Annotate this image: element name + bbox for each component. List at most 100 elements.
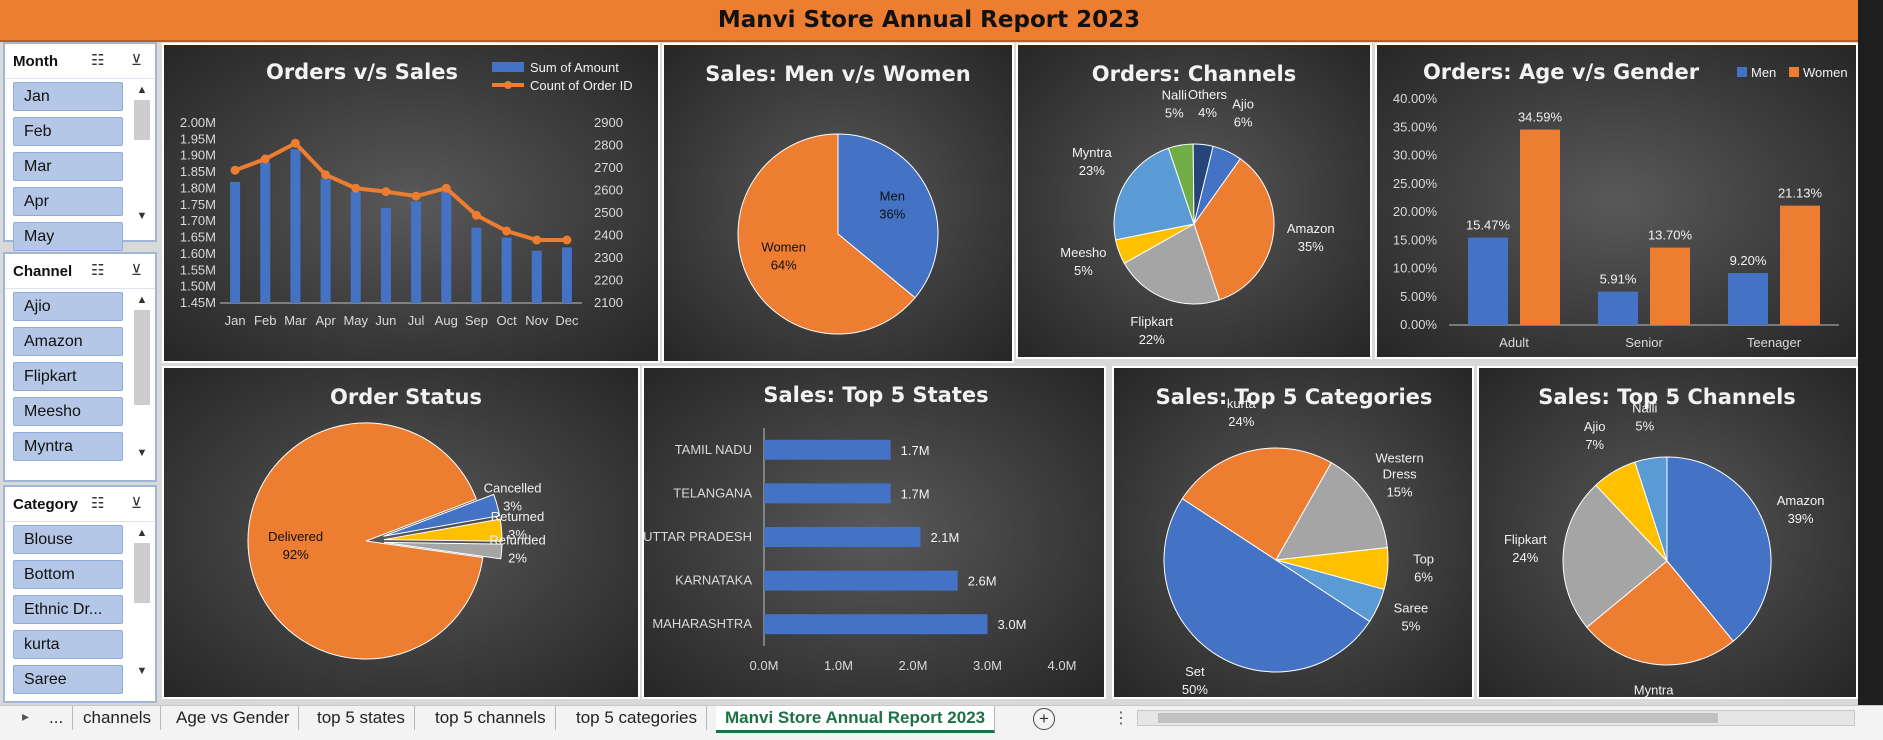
tab-more[interactable]: ... [40,706,74,730]
category-slicer-item[interactable]: kurta [13,630,123,659]
pie-label: Top [1413,551,1434,566]
left-axis-tick: 1.75M [180,197,216,212]
channel-slicer-item[interactable]: Meesho [13,397,123,426]
scroll-thumb[interactable] [134,543,150,603]
pie-label: Set [1185,664,1205,679]
left-axis-tick: 1.85M [180,164,216,179]
bar [471,227,482,303]
channel-slicer-scrollbar[interactable]: ▲ ▼ [134,292,150,461]
month-slicer-scrollbar[interactable]: ▲ ▼ [134,82,150,224]
category-slicer-item[interactable]: Ethnic Dr... [13,595,123,624]
data-label: 9.20% [1730,253,1767,268]
top-channels-chart[interactable]: Sales: Top 5 ChannelsAmazon39%Myntra25%F… [1477,366,1858,699]
clear-filter-icon[interactable]: ⊻ [131,52,142,69]
chevron-down-icon[interactable]: ▼ [136,447,148,459]
chevron-down-icon[interactable]: ▼ [136,210,148,222]
orders-sales-chart[interactable]: Orders v/s Sales 2.00M 1.95M 1.90M 1.85M 1.80… [162,43,660,363]
pie-label: kurta [1227,396,1257,411]
pie-value-label: 92% [283,547,309,562]
channel-slicer-item[interactable]: Myntra [13,432,123,461]
pie-label: Flipkart [1130,314,1173,329]
tab-annual-report[interactable]: Manvi Store Annual Report 2023 [716,706,996,733]
chevron-up-icon[interactable]: ▲ [136,294,148,306]
category-slicer-item[interactable]: Bottom [13,560,123,589]
line-point [230,165,240,175]
category-slicer-item[interactable]: Blouse [13,525,123,554]
data-label: 5.91% [1600,272,1637,287]
bar [1780,205,1820,325]
category-slicer-scrollbar[interactable]: ▲ ▼ [134,525,150,679]
legend-marker [504,81,512,89]
pie-label: Meesho [1060,245,1106,260]
category-slicer-item[interactable]: Saree [13,665,123,694]
chevron-up-icon[interactable]: ▲ [136,527,148,539]
legend-label: Count of Order ID [530,78,633,93]
clear-filter-icon[interactable]: ⊻ [131,262,142,279]
right-axis-tick: 2800 [594,138,623,153]
month-slicer-item[interactable]: May [13,222,123,251]
month-slicer: Month ☷ ⊻ Jan Feb Mar Apr May ▲ ▼ [3,42,157,251]
top-states-chart[interactable]: Sales: Top 5 States TAMIL NADU 1.7M TELANGA… [642,366,1106,699]
month-slicer-item[interactable]: Jan [13,82,123,111]
add-sheet-icon[interactable]: + [1033,708,1055,730]
chevron-up-icon[interactable]: ▲ [136,84,148,96]
top-categories-chart[interactable]: Sales: Top 5 Categories Set 50% kurta 24% Wes… [1112,366,1474,699]
scroll-thumb[interactable] [134,100,150,140]
left-axis-tick: 1.65M [180,230,216,245]
bar [764,570,958,591]
channel-slicer-item[interactable]: Amazon [13,327,123,356]
tab-age-vs-gender[interactable]: Age vs Gender [167,706,300,730]
tab-top-5-categories[interactable]: top 5 categories [567,706,707,730]
legend-label: Men [1751,65,1776,80]
pie-slice [1113,147,1195,241]
multi-select-icon[interactable]: ☷ [91,495,105,512]
pie-value-label: 39% [1788,511,1814,526]
tab-top-5-states[interactable]: top 5 states [308,706,415,730]
channel-slicer-item[interactable]: Flipkart [13,362,123,391]
pie-slice [737,133,916,335]
tab-scroll-right-icon[interactable]: ▸ [22,708,30,724]
data-label: 34.59% [1518,110,1563,125]
chart-title: Order Status [330,385,482,409]
horizontal-scrollbar[interactable] [1137,710,1855,726]
clear-filter-icon[interactable]: ⊻ [131,495,142,512]
top-categories-svg: Sales: Top 5 Categories Set 50% kurta 24% Wes… [1156,385,1434,697]
x-tick: Aug [435,313,458,328]
multi-select-icon[interactable]: ☷ [91,262,105,279]
chart-title: Sales: Top 5 States [763,383,988,407]
y-tick: MAHARASHTRA [652,616,752,631]
line-point [562,235,572,245]
chevron-down-icon[interactable]: ▼ [136,665,148,677]
age-gender-chart[interactable]: Orders: Age v/s Gender 40.00% 35.00% 30.00%… [1375,43,1858,359]
y-tick: 20.00% [1393,204,1438,219]
y-tick: 5.00% [1400,289,1437,304]
pie-slice [1181,447,1333,561]
left-axis-tick: 1.50M [180,279,216,294]
line-point [351,183,361,193]
x-tick: Nov [525,313,549,328]
chart-title: Sales: Top 5 Categories [1156,385,1433,409]
month-slicer-item[interactable]: Mar [13,152,123,181]
chart-title: Sales: Top 5 Channels [1538,385,1796,409]
month-slicer-item[interactable]: Feb [13,117,123,146]
channel-slicer-item[interactable]: Ajio [13,292,123,321]
multi-select-icon[interactable]: ☷ [91,52,105,69]
tab-options-icon[interactable]: ⋮ [1113,710,1129,727]
pie-value-label: 6% [1414,569,1433,584]
order-status-chart[interactable]: Order Status Delivered 92% Cancelled 3% Retur… [162,366,640,699]
channels-chart[interactable]: Orders: Channels Ajio 6% Amazon 35% Flipkart 2… [1016,43,1372,359]
scroll-thumb[interactable] [1158,713,1718,723]
pie-slice [383,493,501,537]
pie-label: Western [1376,451,1424,466]
tab-top-5-channels[interactable]: top 5 channels [426,706,556,730]
right-axis-tick: 2400 [594,228,623,243]
pie-value-label: 50% [1182,682,1208,697]
pie-slice [1192,143,1214,225]
tab-channels[interactable]: channels [74,706,162,730]
pie-value-label: 4% [1198,105,1217,120]
men-women-chart[interactable]: Sales: Men v/s Women Men 36% Women 64% [662,43,1014,363]
scroll-thumb[interactable] [134,310,150,405]
pie-value-label: 5% [1402,619,1421,634]
month-slicer-item[interactable]: Apr [13,187,123,216]
pie-value-label: 15% [1387,485,1413,500]
